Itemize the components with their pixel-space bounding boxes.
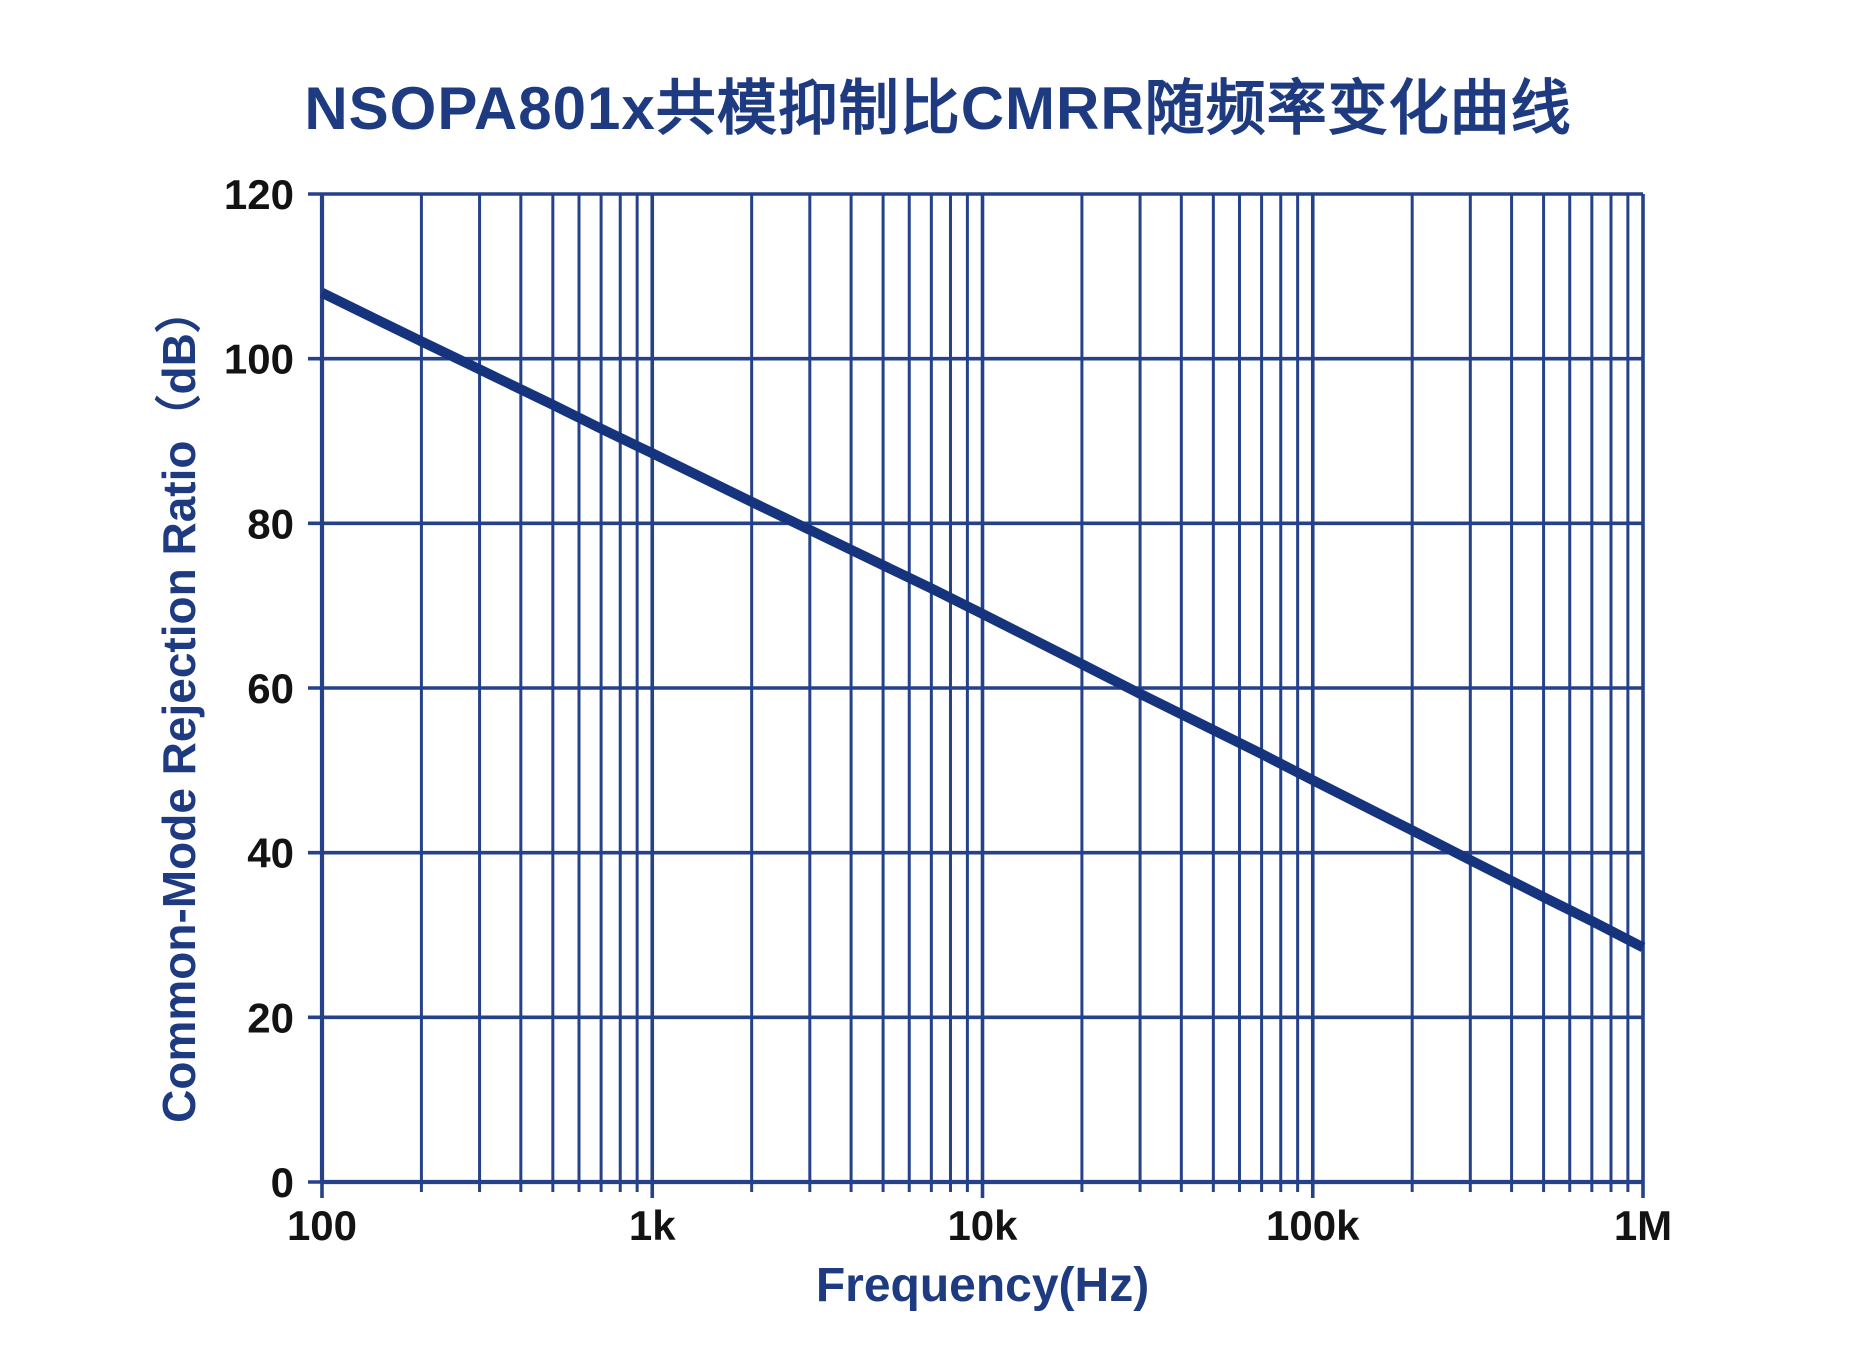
chart-title: NSOPA801x共模抑制比CMRR随频率变化曲线 (304, 75, 1572, 142)
y-tick-label: 60 (247, 665, 294, 712)
x-tick-label: 10k (947, 1202, 1018, 1249)
cmrr-curve (319, 288, 1646, 952)
y-tick-label: 20 (247, 994, 294, 1041)
y-tick-label: 80 (247, 500, 294, 547)
y-tick-label: 100 (224, 336, 294, 383)
y-tick-label: 120 (224, 171, 294, 218)
x-tick-label: 100 (287, 1202, 357, 1249)
x-tick-label: 100k (1266, 1202, 1360, 1249)
y-tick-label: 0 (271, 1159, 294, 1206)
x-tick-label: 1k (629, 1202, 676, 1249)
x-tick-label: 1M (1614, 1202, 1672, 1249)
x-axis-label: Frequency(Hz) (815, 1259, 1150, 1312)
y-tick-label: 40 (247, 830, 294, 877)
